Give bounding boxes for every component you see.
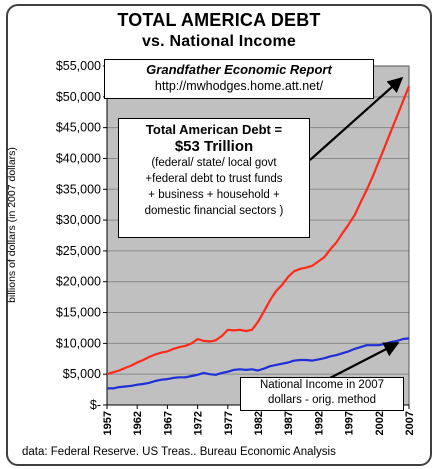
debt-arrow (309, 76, 404, 161)
debt-annotation-line: + business + household + (148, 189, 280, 201)
y-tick-label: $15,000 (56, 306, 101, 320)
y-tick-label: $40,000 (56, 151, 101, 165)
y-tick-label: $30,000 (56, 213, 101, 227)
x-tick-label: 1992 (313, 411, 325, 435)
debt-annotation-line: (federal/ state/ local govt (151, 157, 277, 169)
y-axis-label: billions of dollars (in 2007 dollars) (6, 147, 18, 303)
income-annotation-line: dollars - orig. method (267, 394, 377, 406)
x-tick-label: 1957 (102, 411, 114, 435)
x-tick-label: 1997 (344, 411, 356, 435)
y-tick-label: $25,000 (56, 244, 101, 258)
y-tick-label: $10,000 (56, 336, 101, 350)
x-tick-label: 1962 (132, 411, 144, 435)
y-tick-label: $35,000 (56, 182, 101, 196)
chart-subtitle: vs. National Income (141, 33, 297, 50)
income-series-line (107, 337, 410, 390)
x-tick-label: 2002 (374, 411, 386, 435)
debt-annotation-line: +federal debt to trust funds (145, 173, 283, 185)
x-tick-label: 1982 (253, 411, 265, 435)
debt-annotation-line: domestic financial sectors ) (144, 205, 284, 217)
income-annotation-line: National Income in 2007 (259, 379, 385, 391)
debt-annotation-heading: Total American Debt = (145, 122, 283, 137)
x-tick-label: 1967 (162, 411, 174, 435)
y-tick-label: $- (90, 398, 101, 412)
debt-annotation-box: Total American Debt = $53 Trillion (fede… (118, 118, 310, 238)
x-tick-label: 2007 (404, 411, 416, 435)
report-label-box: Grandfather Economic Report http://mwhod… (104, 59, 374, 99)
chart-title: TOTAL AMERICA DEBT (117, 10, 321, 30)
source-note: data: Federal Reserve. US Treas.. Bureau… (22, 446, 336, 458)
debt-series-line (106, 85, 411, 376)
y-tick-label: $55,000 (56, 59, 101, 73)
y-tick-label: $5,000 (63, 367, 101, 381)
income-annotation-box: National Income in 2007 dollars - orig. … (240, 377, 404, 411)
report-title: Grandfather Economic Report (146, 62, 332, 77)
x-tick-label: 1987 (283, 411, 295, 435)
x-tick-label: 1972 (193, 411, 205, 435)
y-tick-label: $45,000 (56, 121, 101, 135)
y-tick-label: $20,000 (56, 275, 101, 289)
x-tick-label: 1977 (223, 411, 235, 435)
report-url: http://mwhodges.home.att.net/ (154, 79, 324, 93)
debt-annotation-amount: $53 Trillion (174, 138, 254, 155)
income-arrow (329, 342, 400, 379)
y-tick-label: $50,000 (56, 90, 101, 104)
